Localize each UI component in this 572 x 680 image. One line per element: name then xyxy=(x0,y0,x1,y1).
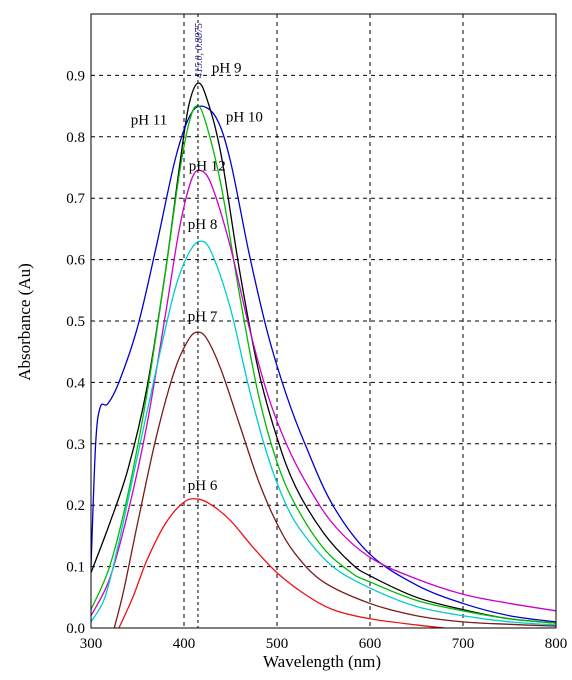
series-line-ph-6 xyxy=(118,498,445,629)
peak-marker-layer: 415.0, 0.8875 xyxy=(194,14,205,628)
annotation-layer: pH 9 pH 10 pH 11 pH 12 pH 8 pH 7 pH 6 xyxy=(131,60,263,494)
plot-frame xyxy=(90,13,557,629)
y-tick-label: 0.1 xyxy=(66,560,85,576)
series-annotation-label: pH 11 xyxy=(131,113,168,129)
y-tick-label: 0.0 xyxy=(66,621,85,637)
y-tick-label: 0.4 xyxy=(66,375,85,391)
grid-layer xyxy=(91,14,556,628)
peak-marker-label: 415.0, 0.8875 xyxy=(194,23,205,78)
series-layer xyxy=(90,82,557,629)
series-line-ph-12 xyxy=(90,169,557,617)
tick-label-layer: 300 400 500 600 700 800 0.0 0.1 0.2 0.3 0.4 0.5 0.6 0… xyxy=(66,68,567,652)
y-tick-label: 0.9 xyxy=(66,68,85,84)
y-tick-label: 0.6 xyxy=(66,253,85,269)
series-annotation-label: pH 10 xyxy=(226,109,263,125)
x-tick-label: 700 xyxy=(452,636,475,652)
x-tick-label: 400 xyxy=(173,636,196,652)
series-annotation-label: pH 7 xyxy=(188,309,218,325)
y-tick-label: 0.3 xyxy=(66,437,85,453)
x-tick-label: 500 xyxy=(266,636,289,652)
y-tick-label: 0.7 xyxy=(66,191,85,207)
x-tick-label: 300 xyxy=(80,636,103,652)
x-tick-label: 600 xyxy=(359,636,382,652)
x-axis-title: Wavelength (nm) xyxy=(263,652,381,671)
series-annotation-label: pH 6 xyxy=(188,478,218,494)
series-line-ph-8 xyxy=(90,240,557,626)
y-tick-label: 0.8 xyxy=(66,130,85,146)
series-line-ph-7 xyxy=(113,331,557,629)
series-annotation-label: pH 8 xyxy=(188,217,218,233)
series-annotation-label: pH 9 xyxy=(212,60,242,76)
y-tick-label: 0.2 xyxy=(66,498,85,514)
y-tick-label: 0.5 xyxy=(66,314,85,330)
x-tick-label: 800 xyxy=(545,636,568,652)
y-axis-title: Absorbance (Au) xyxy=(15,263,34,381)
series-annotation-label: pH 12 xyxy=(189,159,226,175)
